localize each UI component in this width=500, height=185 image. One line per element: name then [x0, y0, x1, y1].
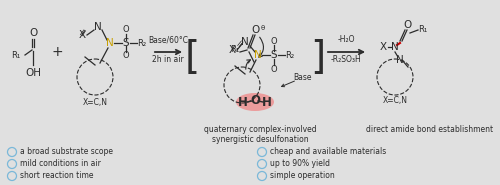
Text: O: O: [122, 51, 130, 60]
Text: H: H: [262, 95, 272, 108]
Text: θ: θ: [261, 25, 265, 31]
Text: -R₂SO₃H: -R₂SO₃H: [330, 56, 362, 65]
Text: OH: OH: [25, 68, 41, 78]
Text: O: O: [250, 93, 260, 107]
Text: short reaction time: short reaction time: [20, 171, 94, 181]
Text: O: O: [270, 65, 278, 73]
Text: H: H: [238, 95, 248, 108]
Text: R₁: R₁: [11, 51, 20, 60]
Text: N: N: [106, 38, 114, 48]
Text: Base: Base: [293, 73, 311, 83]
Text: S: S: [122, 38, 130, 48]
Text: O: O: [270, 36, 278, 46]
Text: N: N: [254, 50, 262, 60]
Text: +: +: [51, 45, 63, 59]
Text: X=C,N: X=C,N: [82, 97, 108, 107]
Text: N: N: [391, 42, 399, 52]
Text: simple operation: simple operation: [270, 171, 335, 181]
Text: ]: ]: [310, 39, 326, 77]
Text: S: S: [270, 50, 278, 60]
Text: O: O: [403, 20, 411, 30]
Text: =: =: [78, 26, 90, 38]
Text: =: =: [234, 36, 248, 50]
Text: O: O: [251, 25, 259, 35]
Text: R₂: R₂: [138, 38, 146, 48]
Text: O: O: [122, 26, 130, 34]
Ellipse shape: [236, 93, 274, 111]
Text: X: X: [380, 42, 386, 52]
Text: X: X: [228, 45, 235, 55]
Text: cheap and available materials: cheap and available materials: [270, 147, 386, 157]
Text: N: N: [241, 37, 249, 47]
Text: O: O: [30, 28, 38, 38]
Text: R₂: R₂: [286, 51, 294, 60]
Text: 2h in air: 2h in air: [152, 56, 184, 65]
Text: up to 90% yield: up to 90% yield: [270, 159, 330, 169]
Text: direct amide bond establishment: direct amide bond establishment: [366, 125, 494, 134]
Text: N: N: [396, 55, 404, 65]
Text: -H₂O: -H₂O: [337, 36, 355, 45]
Text: [: [: [184, 39, 200, 77]
Text: N: N: [94, 22, 102, 32]
Text: quaternary complex-involved: quaternary complex-involved: [204, 125, 316, 134]
Text: Base/60°C: Base/60°C: [148, 36, 188, 45]
Text: X=C,N: X=C,N: [382, 97, 407, 105]
Text: mild conditions in air: mild conditions in air: [20, 159, 101, 169]
Text: R₁: R₁: [230, 46, 239, 55]
Text: synergistic desulfonation: synergistic desulfonation: [212, 135, 308, 144]
Text: R₁: R₁: [418, 26, 428, 34]
Text: X: X: [78, 30, 86, 40]
Text: a broad substrate scope: a broad substrate scope: [20, 147, 113, 157]
